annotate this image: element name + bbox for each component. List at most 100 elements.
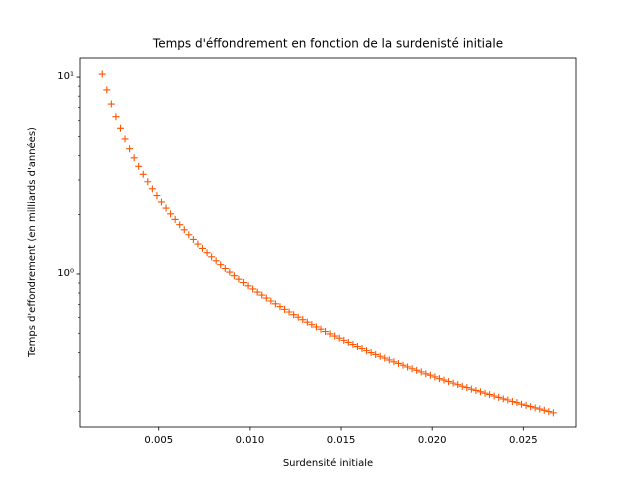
data-point [413,366,421,374]
chart-title: Temps d'éffondrement en fonction de la s… [152,37,503,51]
data-point [504,396,512,404]
data-point [208,253,216,261]
data-point [540,406,548,414]
y-tick-label: 10¹ [57,71,74,82]
data-point [463,384,471,392]
plot-frame [79,57,577,428]
data-point [203,249,211,257]
data-point [472,386,480,394]
data-point [244,282,252,290]
data-point [107,100,115,108]
data-point [445,378,453,386]
data-point [381,354,389,362]
data-point [531,404,539,412]
data-point [353,343,361,351]
data-point [426,371,434,379]
data-point [476,388,484,396]
data-point [399,361,407,369]
data-point [517,400,525,408]
data-point [372,350,380,358]
data-point [180,226,188,234]
data-point [335,334,343,342]
data-point [290,311,298,319]
data-point [435,375,443,383]
data-point [454,381,462,389]
data-point [340,336,348,344]
data-point [367,349,375,357]
data-point [422,370,430,378]
data-point [358,345,366,353]
data-point [135,162,143,170]
data-point [167,210,175,218]
data-point [157,198,165,206]
data-point [394,359,402,367]
data-point [527,403,535,411]
data-point [121,135,129,143]
data-point [226,268,234,276]
data-point [312,323,320,331]
data-point [258,291,266,299]
data-point [322,328,330,336]
data-point [408,365,416,373]
data-point [103,86,111,94]
data-point [308,321,316,329]
data-point [198,244,206,252]
data-point [499,395,507,403]
data-point [98,70,106,78]
data-point [331,332,339,340]
data-point [385,356,393,364]
data-point [294,313,302,321]
data-point [390,358,398,366]
data-point [458,382,466,390]
data-point [276,303,284,311]
data-point [194,240,202,248]
data-point [467,385,475,393]
data-point [417,368,425,376]
x-tick-label: 0.020 [418,435,447,446]
x-tick-label: 0.025 [509,435,538,446]
data-point [449,379,457,387]
x-axis-label: Surdensité initiale [283,457,373,469]
data-point [522,401,530,409]
data-point [139,170,147,178]
data-point [486,391,494,399]
data-point [536,405,544,413]
data-point [171,215,179,223]
data-point [513,399,521,407]
data-point [126,145,134,153]
data-point [267,297,275,305]
data-point [431,373,439,381]
data-point [130,154,138,162]
data-point [490,392,498,400]
data-point [212,257,220,265]
data-point [549,409,557,417]
data-point [144,178,152,186]
data-point [495,393,503,401]
data-point [481,389,489,397]
data-point [404,363,412,371]
data-point [185,231,193,239]
data-point [262,294,270,302]
data-point [221,265,229,272]
data-point [545,408,553,416]
data-point [235,275,243,283]
data-point [176,221,184,229]
data-point [349,341,357,349]
data-point [281,305,289,313]
data-point [162,204,170,212]
data-point [376,352,384,360]
data-point [317,325,325,333]
data-point [240,279,248,286]
data-point [271,300,279,308]
data-point [217,261,225,269]
data-point [303,318,311,326]
x-tick-label: 0.010 [236,435,265,446]
x-tick-label: 0.015 [327,435,356,446]
data-point [344,338,352,346]
data-point [508,398,516,406]
data-point [253,288,261,296]
data-point [112,113,120,121]
data-point [153,192,161,200]
x-tick-label: 0.005 [144,435,173,446]
